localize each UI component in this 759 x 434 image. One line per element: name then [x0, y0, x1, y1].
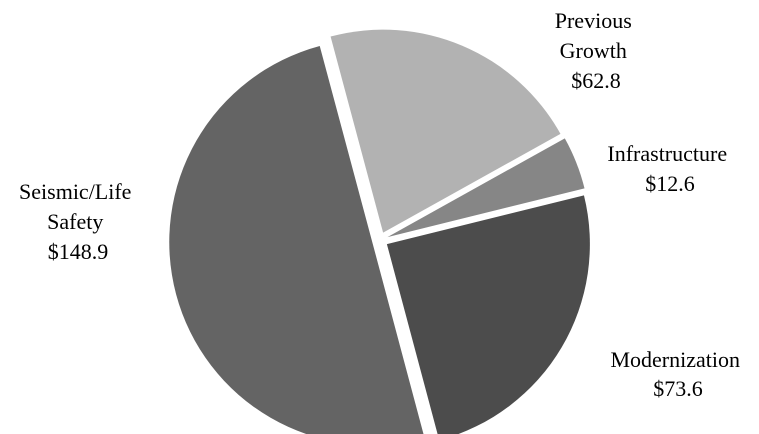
label-seismic-line2: Safety	[47, 209, 103, 234]
pie-slice-infrastructure	[387, 138, 585, 238]
label-seismic-life-safety: Seismic/Life Safety $148.9	[19, 179, 137, 264]
label-infrastructure-line1: Infrastructure	[607, 141, 727, 166]
label-previous-growth-value: $62.8	[571, 68, 621, 93]
pie-slice-previous-growth	[330, 29, 561, 233]
label-seismic-line1: Seismic/Life	[19, 179, 131, 204]
pie-slice-modernization	[386, 195, 590, 434]
label-previous-growth: Previous Growth $62.8	[555, 8, 638, 93]
label-modernization-value: $73.6	[653, 376, 703, 401]
pie-slices	[169, 29, 590, 434]
label-seismic-value: $148.9	[48, 239, 109, 264]
label-modernization-line1: Modernization	[610, 347, 740, 372]
label-previous-growth-line2: Growth	[560, 38, 627, 63]
label-infrastructure-value: $12.6	[645, 171, 695, 196]
pie-slice-seismic-life-safety	[169, 45, 424, 434]
label-previous-growth-line1: Previous	[555, 8, 632, 33]
label-modernization: Modernization $73.6	[610, 347, 745, 401]
label-infrastructure: Infrastructure $12.6	[607, 141, 732, 196]
